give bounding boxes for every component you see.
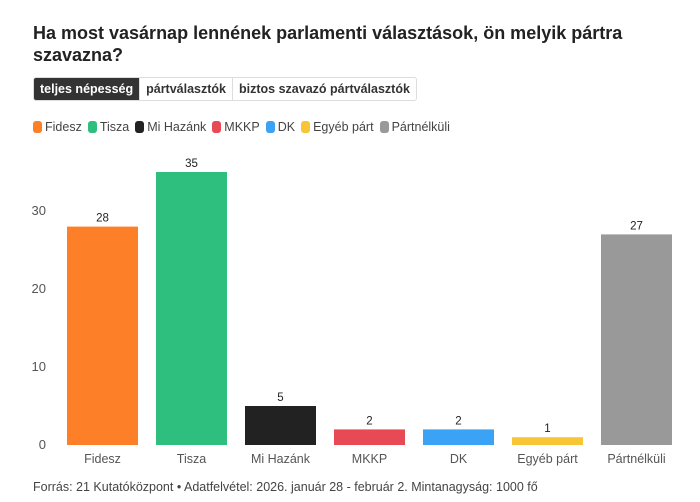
x-tick-label: Pártnélküli: [607, 452, 665, 466]
chart-title: Ha most vasárnap lennének parlamenti vál…: [33, 23, 623, 65]
bar[interactable]: [67, 226, 138, 445]
bar[interactable]: [156, 172, 227, 445]
data-label: 1: [544, 423, 550, 435]
legend-label: MKKP: [224, 120, 260, 134]
legend-label: Fidesz: [45, 120, 82, 134]
data-label: 5: [277, 392, 283, 404]
y-tick-label: 0: [39, 437, 46, 452]
legend-swatch: [265, 121, 275, 133]
tab-teljes-nepesseg[interactable]: teljes népesség: [34, 78, 141, 100]
data-label: 27: [630, 220, 643, 232]
data-label: 2: [366, 415, 372, 427]
legend-item[interactable]: Tisza: [87, 120, 130, 134]
x-tick-label: Mi Hazánk: [251, 452, 311, 466]
bar[interactable]: [601, 234, 672, 445]
legend-item[interactable]: DK: [265, 120, 296, 134]
y-tick-label: 20: [32, 281, 46, 296]
legend-swatch: [379, 121, 389, 133]
legend-item[interactable]: Fidesz: [33, 120, 82, 134]
legend: Fidesz Tisza Mi Hazánk MKKP DK Egyéb párt Párt…: [33, 120, 450, 134]
legend-label: Pártnélküli: [391, 120, 450, 134]
x-tick-label: Tisza: [177, 452, 206, 466]
legend-item[interactable]: Mi Hazánk: [135, 120, 206, 134]
legend-swatch: [33, 121, 42, 133]
data-label: 28: [96, 213, 109, 225]
y-tick-label: 10: [32, 359, 46, 374]
x-tick-label: MKKP: [352, 452, 387, 466]
legend-item[interactable]: Pártnélküli: [379, 120, 450, 134]
legend-label: DK: [277, 120, 296, 134]
legend-label: Egyéb párt: [313, 120, 374, 134]
x-tick-label: DK: [450, 452, 468, 466]
y-tick-label: 30: [32, 203, 46, 218]
legend-swatch: [87, 121, 97, 133]
legend-item[interactable]: Egyéb párt: [301, 120, 374, 134]
legend-item[interactable]: MKKP: [212, 120, 260, 134]
bar[interactable]: [334, 429, 405, 445]
legend-swatch: [301, 121, 311, 133]
legend-label: Tisza: [99, 120, 130, 134]
data-label: 2: [455, 415, 461, 427]
legend-swatch: [212, 121, 222, 133]
x-tick-label: Fidesz: [84, 452, 121, 466]
tab-partvalasztok[interactable]: pártválasztók: [140, 78, 234, 100]
view-tabs: teljes népesség pártválasztók biztos sza…: [33, 77, 417, 101]
data-label: 35: [185, 158, 198, 170]
source-note: Forrás: 21 Kutatóközpont • Adatfelvétel:…: [33, 480, 538, 494]
legend-swatch: [135, 121, 145, 133]
bar[interactable]: [512, 437, 583, 445]
x-tick-label: Egyéb párt: [517, 452, 578, 466]
bar[interactable]: [245, 406, 316, 445]
legend-label: Mi Hazánk: [147, 120, 207, 134]
tab-biztos-szavazo[interactable]: biztos szavazó pártválasztók: [239, 82, 410, 96]
bar[interactable]: [423, 429, 494, 445]
